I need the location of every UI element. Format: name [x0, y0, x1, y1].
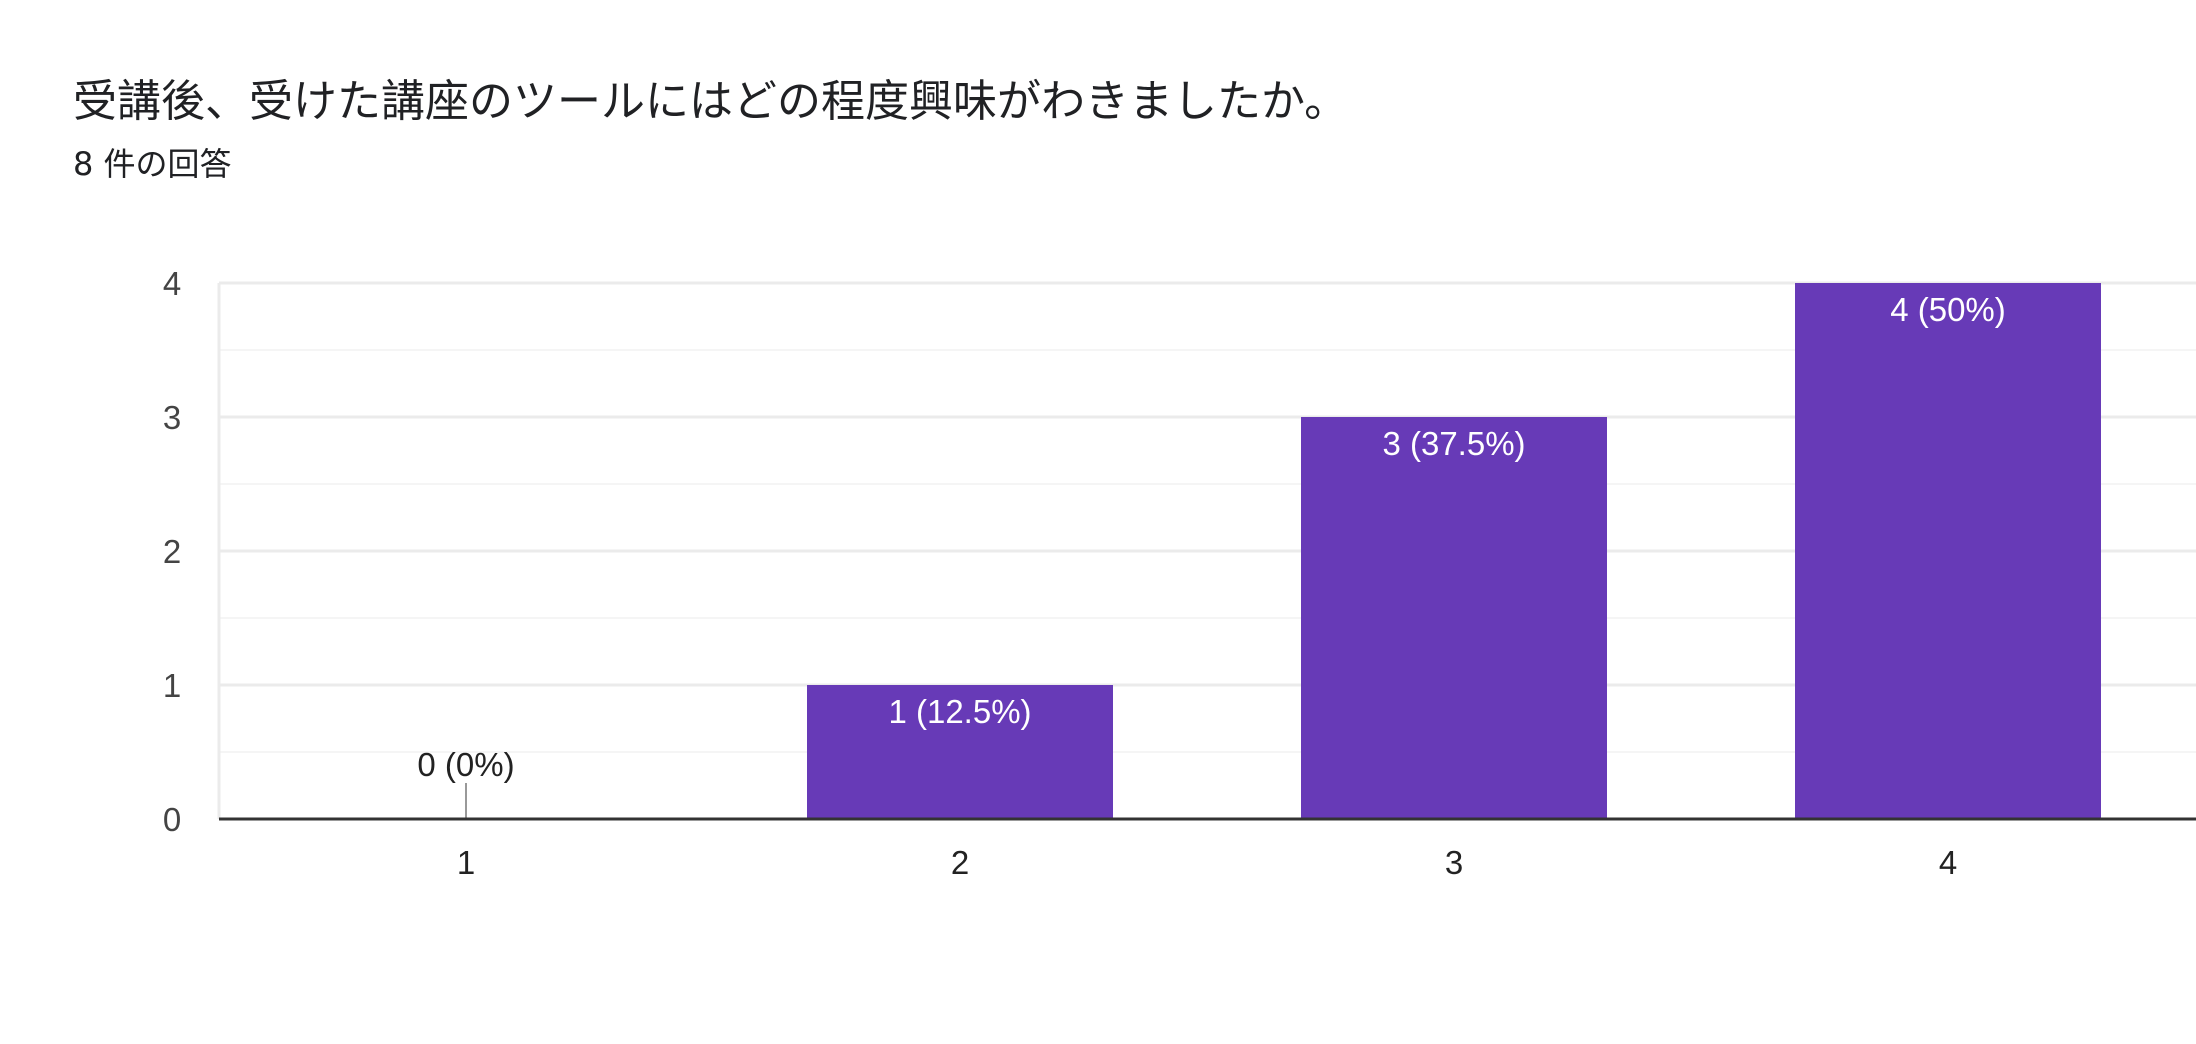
bar: [1301, 417, 1607, 819]
y-tick-label: 1: [163, 667, 181, 704]
x-tick-label: 4: [1939, 844, 1957, 881]
x-tick-label: 3: [1445, 844, 1463, 881]
question-title: 受講後、受けた講座のツールにはどの程度興味がわきましたか。: [73, 76, 1349, 127]
data-label: 1 (12.5%): [888, 693, 1031, 730]
response-count: 8 件の回答: [73, 145, 232, 183]
x-tick-label: 1: [457, 844, 475, 881]
bar: [1795, 283, 2101, 819]
y-tick-label: 2: [163, 533, 181, 570]
data-label: 0 (0%): [417, 746, 514, 783]
data-label: 3 (37.5%): [1382, 425, 1525, 462]
x-tick-label: 2: [951, 844, 969, 881]
data-label: 4 (50%): [1890, 291, 2006, 328]
y-tick-label: 0: [163, 801, 181, 838]
bar: [807, 685, 1113, 819]
y-tick-label: 4: [163, 265, 181, 302]
y-tick-label: 3: [163, 399, 181, 436]
